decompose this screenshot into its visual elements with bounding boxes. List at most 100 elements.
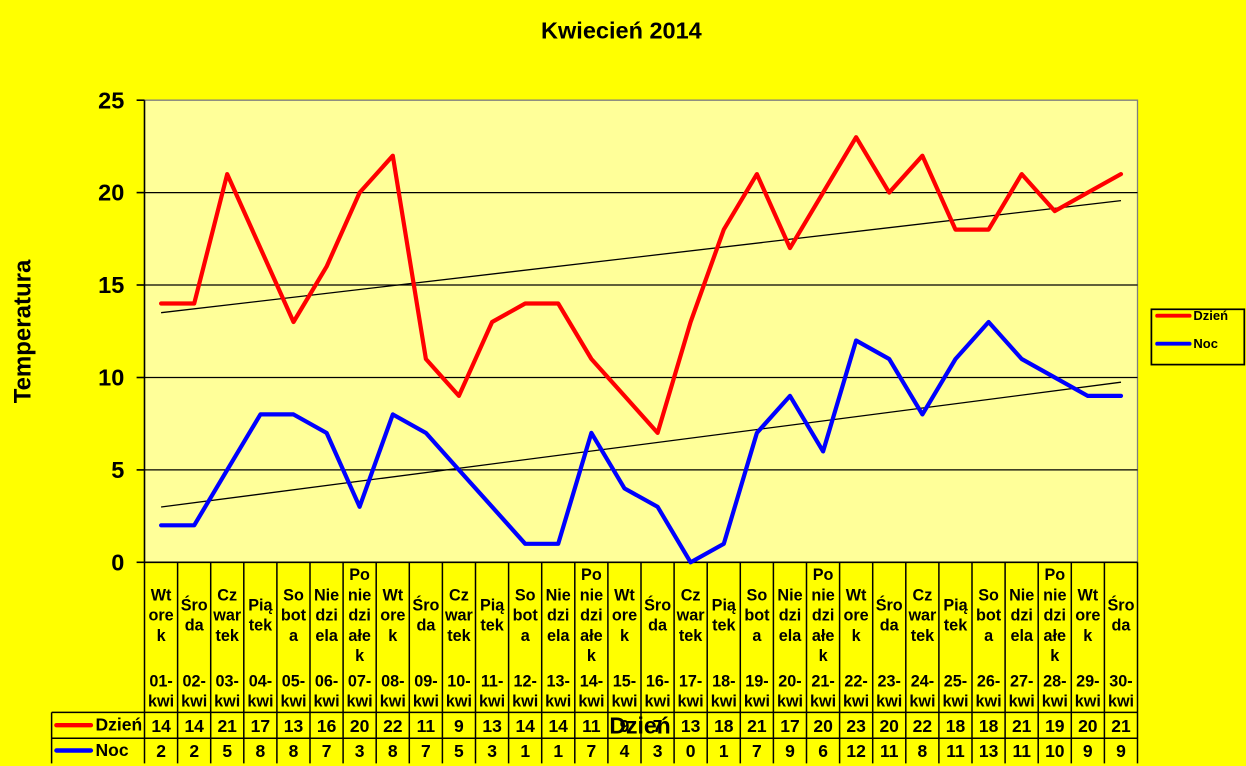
svg-text:21-: 21- <box>811 673 834 691</box>
svg-text:18: 18 <box>979 716 999 736</box>
svg-text:kwi: kwi <box>181 693 207 711</box>
svg-text:a: a <box>752 627 762 645</box>
svg-text:17-: 17- <box>679 673 702 691</box>
svg-text:Pią: Pią <box>480 597 505 615</box>
svg-text:29-: 29- <box>1076 673 1099 691</box>
svg-text:Śro: Śro <box>1108 596 1135 615</box>
svg-text:kwi: kwi <box>1075 693 1101 711</box>
svg-text:13-: 13- <box>546 673 569 691</box>
svg-text:ore: ore <box>148 607 173 625</box>
svg-text:22-: 22- <box>844 673 867 691</box>
svg-text:Po: Po <box>813 566 834 584</box>
svg-text:Nie: Nie <box>1009 586 1034 604</box>
svg-text:13: 13 <box>284 716 304 736</box>
svg-text:24-: 24- <box>911 673 934 691</box>
svg-text:kwi: kwi <box>1009 693 1035 711</box>
svg-text:17: 17 <box>780 716 799 736</box>
svg-text:kwi: kwi <box>876 693 902 711</box>
svg-text:01-: 01- <box>149 673 172 691</box>
svg-text:17: 17 <box>251 716 270 736</box>
svg-text:13: 13 <box>681 716 701 736</box>
svg-text:ore: ore <box>1075 607 1100 625</box>
svg-text:Cz: Cz <box>217 586 237 604</box>
svg-text:0: 0 <box>686 741 696 761</box>
svg-text:5: 5 <box>111 457 124 483</box>
svg-text:5: 5 <box>454 741 464 761</box>
svg-text:kwi: kwi <box>645 693 671 711</box>
svg-text:1: 1 <box>719 741 729 761</box>
svg-text:kwi: kwi <box>843 693 869 711</box>
svg-text:20-: 20- <box>778 673 801 691</box>
svg-text:dzi: dzi <box>580 607 602 625</box>
svg-text:14-: 14- <box>580 673 603 691</box>
svg-text:kwi: kwi <box>1108 693 1134 711</box>
svg-text:21: 21 <box>217 716 237 736</box>
svg-text:kwi: kwi <box>976 693 1002 711</box>
svg-text:20: 20 <box>813 716 833 736</box>
svg-text:20: 20 <box>98 180 124 206</box>
svg-text:19-: 19- <box>745 673 768 691</box>
svg-text:0: 0 <box>111 549 124 575</box>
svg-text:02-: 02- <box>182 673 205 691</box>
svg-text:Po: Po <box>349 566 370 584</box>
svg-text:Wt: Wt <box>382 586 403 604</box>
svg-text:21: 21 <box>1012 716 1032 736</box>
svg-text:9: 9 <box>454 716 464 736</box>
svg-text:dzi: dzi <box>348 607 370 625</box>
svg-text:a: a <box>289 627 299 645</box>
svg-text:26-: 26- <box>977 673 1000 691</box>
svg-text:kwi: kwi <box>280 693 306 711</box>
svg-text:nie: nie <box>580 586 603 604</box>
svg-text:war: war <box>907 607 937 625</box>
svg-text:war: war <box>212 607 242 625</box>
svg-text:Śro: Śro <box>412 596 439 615</box>
svg-text:ela: ela <box>547 627 571 645</box>
svg-text:war: war <box>444 607 474 625</box>
svg-text:k: k <box>819 647 829 665</box>
svg-text:Temperatura: Temperatura <box>10 259 37 403</box>
svg-text:k: k <box>1083 627 1093 645</box>
svg-text:6: 6 <box>818 741 828 761</box>
svg-text:Śro: Śro <box>876 596 903 615</box>
svg-text:ore: ore <box>380 607 405 625</box>
svg-text:Pią: Pią <box>712 597 737 615</box>
svg-text:Nie: Nie <box>314 586 339 604</box>
svg-text:ałe: ałe <box>348 627 371 645</box>
svg-text:3: 3 <box>653 741 663 761</box>
svg-text:Cz: Cz <box>449 586 469 604</box>
svg-text:11: 11 <box>417 716 436 736</box>
svg-text:Dzień: Dzień <box>96 715 143 735</box>
svg-text:21: 21 <box>1111 716 1131 736</box>
svg-text:05-: 05- <box>282 673 305 691</box>
svg-text:06-: 06- <box>315 673 338 691</box>
svg-text:Dzień: Dzień <box>609 713 670 739</box>
svg-text:8: 8 <box>918 741 928 761</box>
svg-text:13: 13 <box>482 716 502 736</box>
svg-text:09-: 09- <box>414 673 437 691</box>
svg-text:k: k <box>355 647 365 665</box>
svg-text:19: 19 <box>1045 716 1065 736</box>
svg-text:kwi: kwi <box>942 693 968 711</box>
svg-text:tek: tek <box>911 627 935 645</box>
svg-text:5: 5 <box>222 741 232 761</box>
svg-text:Śro: Śro <box>644 596 671 615</box>
svg-text:kwi: kwi <box>611 693 637 711</box>
svg-text:22: 22 <box>913 716 933 736</box>
svg-text:da: da <box>880 617 900 635</box>
svg-text:kwi: kwi <box>512 693 538 711</box>
svg-text:kwi: kwi <box>479 693 505 711</box>
svg-text:tek: tek <box>944 617 968 635</box>
svg-text:bot: bot <box>281 607 307 625</box>
svg-text:war: war <box>676 607 706 625</box>
svg-text:k: k <box>388 627 398 645</box>
svg-text:23-: 23- <box>877 673 900 691</box>
svg-text:11: 11 <box>582 716 601 736</box>
svg-text:Po: Po <box>581 566 602 584</box>
svg-text:tek: tek <box>679 627 703 645</box>
svg-text:dzi: dzi <box>547 607 569 625</box>
svg-text:10-: 10- <box>447 673 470 691</box>
svg-text:kwi: kwi <box>578 693 604 711</box>
svg-text:Pią: Pią <box>248 597 273 615</box>
svg-text:Po: Po <box>1044 566 1065 584</box>
svg-text:ałe: ałe <box>580 627 603 645</box>
